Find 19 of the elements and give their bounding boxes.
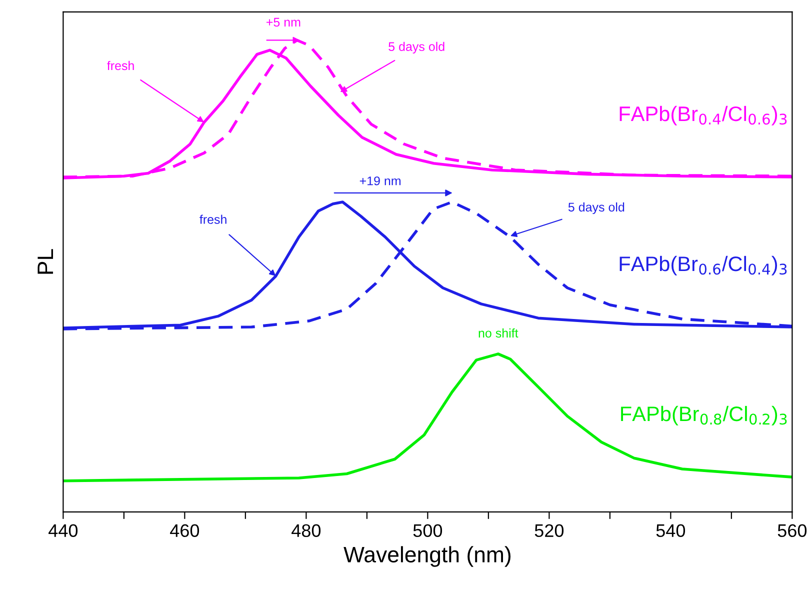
x-tick-label: 480 — [292, 524, 321, 538]
series-label: FAPb(Br$_{0.8}$/Cl$_{0.2}$)$_{3}$ — [621, 406, 787, 426]
x-tick-label: 460 — [170, 524, 200, 538]
x-tick-label: 560 — [778, 524, 807, 538]
y-axis-title: PL — [38, 249, 54, 274]
annotation: fresh — [107, 60, 134, 70]
annotation: 5 days old — [568, 202, 624, 214]
x-tick-label: 440 — [48, 524, 78, 538]
annotation: +19 nm — [360, 176, 400, 186]
annotation: no shift — [478, 328, 518, 338]
x-tick-label: 520 — [534, 524, 564, 538]
x-tick-label: 540 — [656, 524, 686, 538]
text: FAPb(Br$_{0.6}$/Cl$_{0.4}$)$_{3}$ — [620, 256, 787, 276]
annotation: 5 days old — [388, 42, 444, 54]
text: FAPb(Br$_{0.4}$/Cl$_{0.6}$)$_{3}$ — [620, 106, 787, 126]
x-tick-label: 500 — [413, 524, 442, 538]
x-axis-title: Wavelength (nm) — [344, 546, 510, 567]
annotation: +5 nm — [266, 18, 300, 27]
annotation: fresh — [200, 214, 226, 224]
